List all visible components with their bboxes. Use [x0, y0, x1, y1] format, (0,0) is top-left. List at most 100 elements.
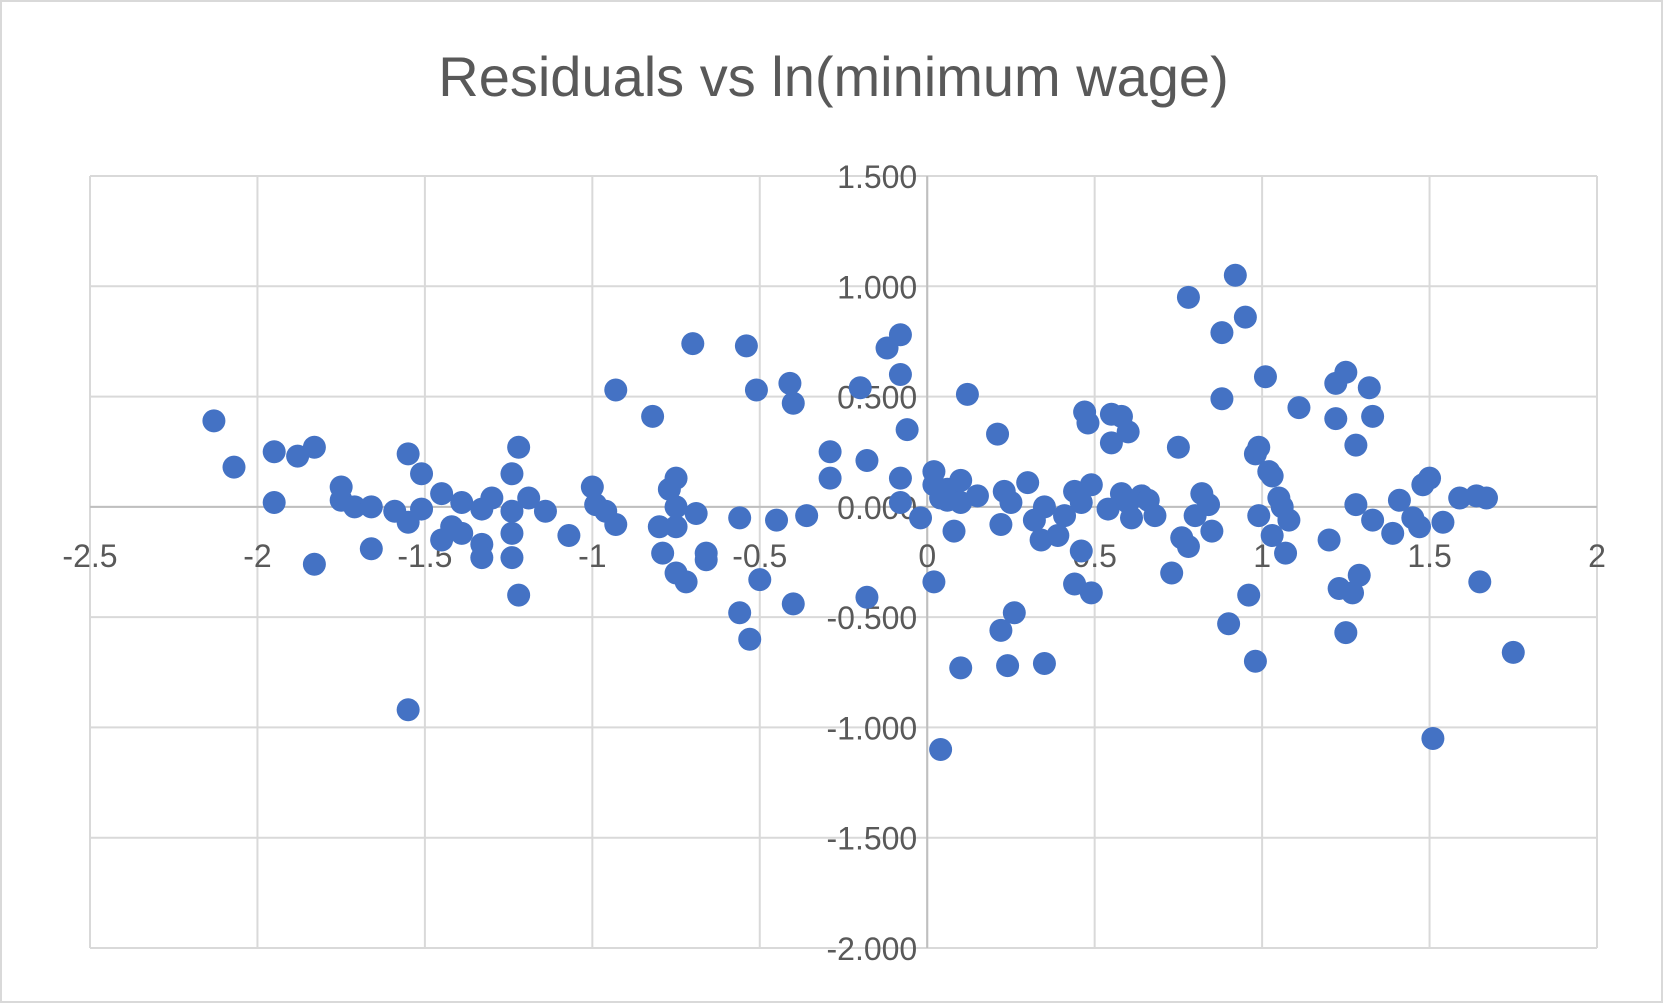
data-point — [1247, 435, 1271, 459]
data-point — [1116, 420, 1140, 444]
y-tick-label: -1.500 — [826, 821, 917, 857]
data-point — [895, 418, 919, 442]
data-point — [955, 382, 979, 406]
data-point — [359, 495, 383, 519]
data-point — [1277, 508, 1301, 532]
data-point — [1099, 431, 1123, 455]
data-point — [410, 462, 434, 486]
data-point — [1143, 504, 1167, 528]
data-point — [1324, 407, 1348, 431]
data-point — [1032, 495, 1056, 519]
data-point — [781, 391, 805, 415]
data-point — [684, 501, 708, 525]
x-tick-label: 1.5 — [1407, 538, 1451, 574]
data-point — [651, 541, 675, 565]
data-point — [1468, 570, 1492, 594]
data-point — [604, 513, 628, 537]
data-point — [517, 486, 541, 510]
data-point — [302, 552, 326, 576]
data-point — [1079, 581, 1103, 605]
data-point — [470, 546, 494, 570]
data-point — [396, 698, 420, 722]
data-point — [744, 378, 768, 402]
data-point — [1176, 535, 1200, 559]
data-point — [1197, 493, 1221, 517]
data-point — [500, 462, 524, 486]
data-point — [500, 521, 524, 545]
data-point — [507, 435, 531, 459]
data-point — [1334, 621, 1358, 645]
y-tick-label: -2.000 — [826, 931, 917, 967]
data-point — [202, 409, 226, 433]
chart-title: Residuals vs ln(minimum wage) — [438, 45, 1229, 108]
data-point — [674, 570, 698, 594]
x-tick-label: -2 — [243, 538, 271, 574]
data-point — [1233, 305, 1257, 329]
data-point — [1176, 285, 1200, 309]
data-point — [996, 654, 1020, 678]
data-point — [1053, 504, 1077, 528]
data-point — [1418, 466, 1442, 490]
data-point — [1387, 488, 1411, 512]
data-point — [922, 570, 946, 594]
data-point — [410, 497, 434, 521]
data-point — [533, 499, 557, 523]
data-point — [855, 449, 879, 473]
data-point — [1200, 519, 1224, 543]
data-point — [343, 495, 367, 519]
data-point — [848, 376, 872, 400]
data-point — [1260, 464, 1284, 488]
data-point — [396, 442, 420, 466]
y-tick-label: -1.000 — [826, 710, 917, 746]
data-point — [359, 537, 383, 561]
data-point — [1501, 640, 1525, 664]
data-point — [222, 455, 246, 479]
y-tick-label: 1.000 — [837, 269, 917, 305]
data-point — [1210, 321, 1234, 345]
data-point — [1069, 539, 1093, 563]
x-tick-label: 1 — [1253, 538, 1271, 574]
data-point — [1341, 581, 1365, 605]
data-point — [1253, 365, 1277, 389]
data-point — [989, 618, 1013, 642]
x-tick-label: -0.5 — [732, 538, 787, 574]
data-point — [738, 627, 762, 651]
data-point — [1448, 486, 1472, 510]
data-point — [500, 546, 524, 570]
data-point — [664, 515, 688, 539]
data-point — [604, 378, 628, 402]
tick-labels: -2.5 -2 -1.5 -1 -0.5 0 0.5 1 1.5 2-2.000-1.500-1.… — [62, 159, 1605, 967]
data-point — [1421, 726, 1445, 750]
data-point — [641, 404, 665, 428]
x-tick-label: -1 — [578, 538, 606, 574]
data-point — [557, 524, 581, 548]
data-point — [781, 592, 805, 616]
data-point — [1223, 263, 1247, 287]
data-point — [888, 363, 912, 387]
data-point — [949, 468, 973, 492]
data-point — [734, 334, 758, 358]
data-point — [929, 737, 953, 761]
data-point — [694, 548, 718, 572]
data-point — [855, 585, 879, 609]
data-point — [1096, 497, 1120, 521]
data-point — [1287, 396, 1311, 420]
data-point — [1474, 486, 1498, 510]
y-tick-label: 1.500 — [837, 159, 917, 195]
data-point — [664, 495, 688, 519]
data-point — [728, 506, 752, 530]
data-point — [949, 656, 973, 680]
data-point — [681, 332, 705, 356]
data-point — [664, 466, 688, 490]
x-tick-label: -2.5 — [62, 538, 117, 574]
data-point — [1344, 493, 1368, 517]
data-point — [942, 519, 966, 543]
data-point — [1032, 651, 1056, 675]
data-point — [1243, 649, 1267, 673]
data-point — [450, 521, 474, 545]
data-point — [1217, 612, 1241, 636]
data-point — [1079, 473, 1103, 497]
data-point — [748, 568, 772, 592]
data-point — [1076, 411, 1100, 435]
